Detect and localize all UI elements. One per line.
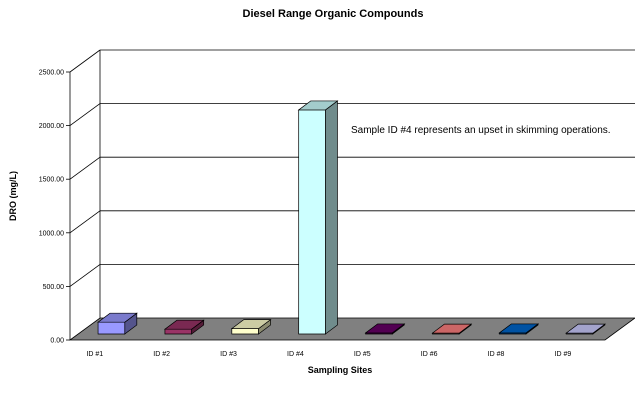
bar-3 [230,318,272,335]
bar-5 [364,323,406,335]
gridlines [66,49,635,341]
y-tick-label: 1000.00 [39,230,64,237]
bar-front [97,321,126,335]
floor [68,317,635,341]
x-tick-label: ID #3 [220,351,237,358]
bar-top [230,319,272,329]
bar-2 [163,319,205,335]
x-tick-label: ID #9 [555,351,572,358]
annotation: Sample ID #4 represents an upset in skim… [351,125,611,136]
bar-8 [565,323,606,335]
gridline-side [69,156,101,180]
bar-side [325,100,338,335]
bar-front [231,328,259,335]
bar-top [297,100,339,111]
bar-front [298,109,326,335]
gridline-side [69,49,101,73]
bar-top [163,319,205,330]
x-tick-label: ID #4 [287,351,304,358]
chart-title: Diesel Range Organic Compounds [243,8,424,20]
bar-1 [97,312,138,335]
gridline-side [69,210,101,234]
x-tick-label: ID #6 [421,351,438,358]
axes [69,50,101,340]
bar-7 [498,323,540,335]
bar-top [364,323,406,334]
y-tick-label: 2000.00 [39,123,64,130]
y-tick-label: 500.00 [43,284,65,291]
gridline-side [69,103,101,126]
y-tick-labels: 0.00 500.00 1000.00 1500.00 2000.00 2500.00 [39,70,64,345]
x-tick-label: ID #5 [354,351,371,358]
bar-6 [431,323,473,335]
bar-front [164,328,193,335]
y-tick-label: 2500.00 [39,70,64,77]
bar-top [431,323,473,334]
y-tick-label: 1500.00 [39,177,64,184]
bar-4 [297,100,339,335]
bar-top [498,323,540,334]
x-tick-label: ID #2 [153,351,170,358]
bars [97,100,606,335]
x-axis-title: Sampling Sites [308,365,373,375]
x-tick-label: ID #1 [86,351,103,358]
plot-walls [68,50,635,341]
bar-top [97,312,138,323]
gridline-side [69,264,101,287]
y-tick-label: 0.00 [50,338,64,345]
bar-top [565,323,606,334]
x-tick-labels: ID #1 ID #2 ID #3 ID #4 ID #5 ID #6 ID #8 ID #9 [86,351,571,358]
y-axis-title: DRO (mg/L) [8,171,18,221]
back-wall [100,50,635,318]
x-tick-label: ID #8 [488,351,505,358]
